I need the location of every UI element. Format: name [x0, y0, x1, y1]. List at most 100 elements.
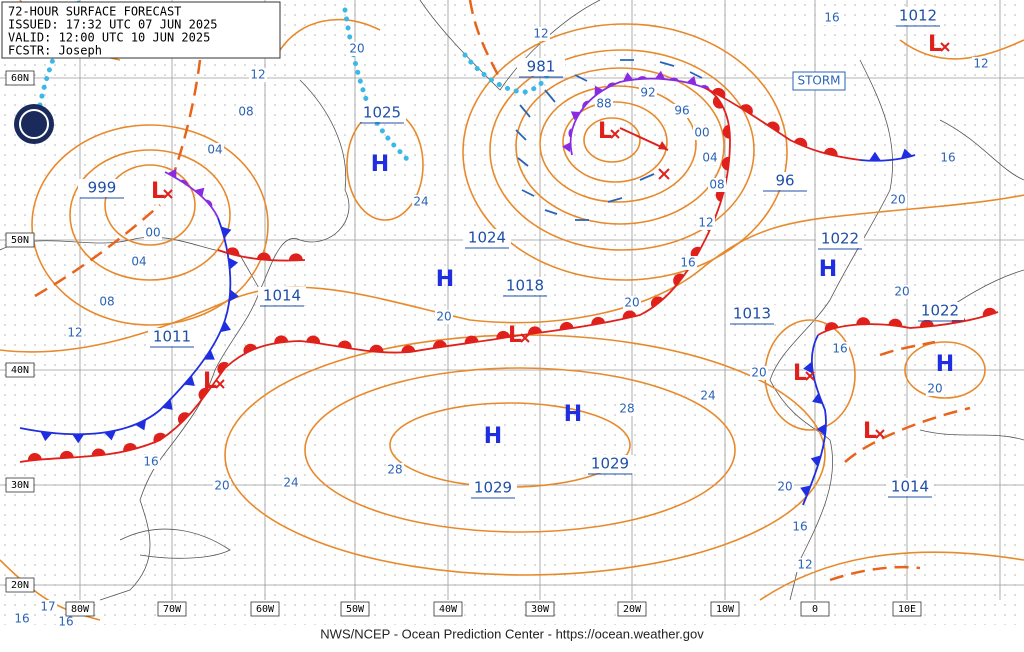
front-symbol: [228, 257, 239, 270]
isobar-label: 16: [792, 520, 807, 534]
front-symbol: [72, 434, 85, 444]
pressure-backdrop: [586, 455, 634, 473]
pressure-backdrop: [916, 302, 964, 320]
front-symbol: [220, 320, 231, 333]
front-semicircle: [823, 147, 838, 157]
low-cross: [520, 333, 530, 343]
low-cross: [875, 429, 885, 439]
ice-edge: [342, 7, 415, 168]
trough: [468, 0, 500, 76]
pressure-backdrop: [78, 179, 126, 197]
front-symbol: [528, 326, 542, 335]
isobar-label-backdrop: [831, 342, 849, 356]
front-symbol: [167, 168, 189, 186]
isobar-label: 16: [14, 612, 29, 626]
front-symbol: [369, 344, 384, 353]
lat-label: 50N: [11, 235, 29, 246]
front-symbol: [162, 399, 173, 410]
pressure-value: 1025: [363, 104, 401, 122]
front-semicircle: [217, 361, 229, 375]
isobar-label-backdrop: [673, 104, 691, 118]
isobar-label: 92: [640, 86, 655, 100]
isobar-label-backdrop: [130, 255, 148, 269]
front-triangle: [167, 168, 177, 179]
pressure-backdrop: [894, 7, 942, 25]
front-triangle: [184, 375, 195, 386]
high-symbol: H: [564, 402, 582, 427]
storm-label: STORM: [797, 74, 840, 88]
isobar-label-backdrop: [13, 612, 31, 626]
lon-label-box: [525, 601, 555, 617]
front-symbol: [900, 148, 913, 159]
isobar-label-backdrop: [206, 143, 224, 157]
front-symbol: [655, 70, 680, 81]
pressure-backdrop: [463, 229, 511, 247]
front-symbol: [739, 104, 753, 115]
front-triangle: [623, 72, 634, 81]
isobar: [69, 149, 231, 281]
front-symbol: [793, 137, 808, 148]
front-triangle: [816, 423, 827, 436]
isobar: [104, 164, 196, 246]
isobar-label: 88: [596, 97, 611, 111]
isobar-label-backdrop: [679, 256, 697, 270]
front-symbol: [217, 361, 229, 375]
front-triangle: [229, 289, 239, 302]
front-symbol: [256, 252, 271, 261]
isobar-label: 20: [890, 193, 905, 207]
front-triangle: [810, 455, 822, 467]
front-symbol: [40, 431, 53, 442]
front-triangle: [812, 392, 823, 405]
front-semicircle: [582, 100, 589, 109]
front-semicircle: [496, 331, 511, 340]
isobar-label: 00: [694, 126, 709, 140]
footer: NWS/NCEP - Ocean Prediction Center - htt…: [320, 626, 704, 641]
isobar-label: 96: [674, 104, 689, 118]
low-cross: [805, 371, 815, 381]
lon-label: 0: [812, 604, 818, 615]
pressure-backdrop: [501, 277, 549, 295]
front-semicircle: [274, 335, 289, 344]
lon-label: 40W: [439, 604, 458, 615]
isobar-label: 20: [927, 382, 942, 396]
pressure-value: 1012: [899, 7, 937, 25]
isobar-label-backdrop: [249, 68, 267, 82]
front-symbol: [204, 349, 215, 360]
front-symbol: [712, 87, 726, 99]
isobar-label-backdrop: [893, 285, 911, 299]
lon-label: 50W: [346, 604, 365, 615]
front-symbol: [135, 419, 147, 431]
front-semicircle: [178, 412, 190, 425]
isobar-label: 12: [533, 27, 548, 41]
low-symbol: L: [928, 32, 942, 57]
front-triangle: [868, 151, 881, 161]
front-semicircle: [650, 296, 664, 308]
lon-label: 80W: [71, 604, 90, 615]
fronts: [19, 70, 999, 506]
isobar-label-backdrop: [386, 463, 404, 477]
front-symbol: [623, 72, 648, 81]
front-symbol: [221, 226, 232, 239]
isobar: [904, 341, 986, 399]
occluded-front: [164, 171, 219, 219]
front-symbol: [823, 147, 838, 157]
isobar-label: 04: [207, 143, 222, 157]
isobar-label-backdrop: [435, 310, 453, 324]
front-semicircle: [856, 317, 871, 325]
isobar-label-backdrop: [699, 389, 717, 403]
isobar: [31, 124, 269, 326]
front-triangle: [104, 430, 116, 441]
header-title: 72-HOUR SURFACE FORECAST: [8, 5, 181, 19]
isobar-label-backdrop: [972, 57, 990, 71]
wind-barb: [515, 59, 703, 221]
front-symbol: [27, 453, 42, 461]
high-symbol: H: [936, 352, 954, 377]
front-semicircle: [712, 95, 724, 109]
isobar-label-backdrop: [213, 479, 231, 493]
footer-band: [0, 625, 1024, 652]
warm-front: [817, 311, 999, 336]
lon-label: 70W: [163, 604, 182, 615]
pressure-backdrop: [358, 104, 406, 122]
front-symbol: [803, 361, 813, 374]
isobar-label: 24: [700, 389, 715, 403]
